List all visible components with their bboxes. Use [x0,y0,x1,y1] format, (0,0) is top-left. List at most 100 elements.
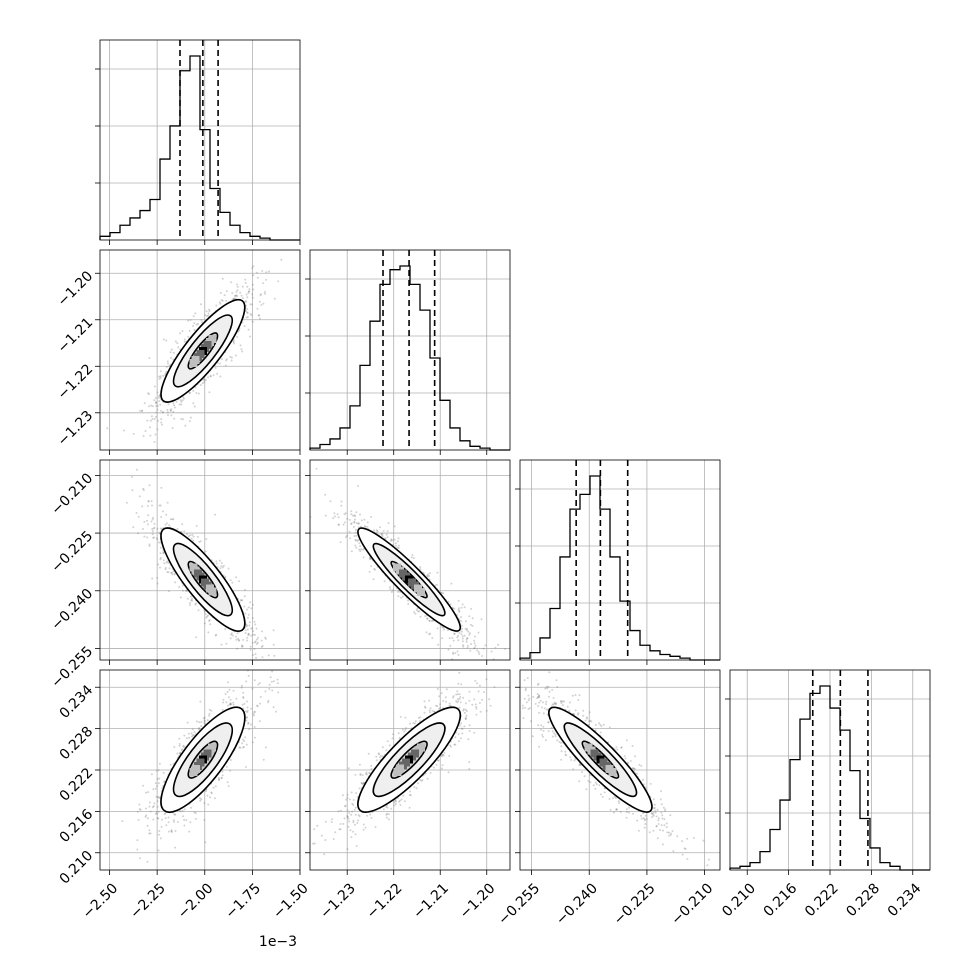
axes-frame [519,459,721,661]
scatter-point [505,674,507,676]
scatter-panel-3-0 [95,669,301,875]
scatter-point [407,603,410,605]
scatter-point [358,542,361,545]
scatter-point [180,531,183,533]
scatter-point [248,624,251,627]
scatter-point [194,312,197,315]
scatter-point [156,800,159,803]
scatter-point [175,400,178,403]
histogram-step [519,475,720,661]
scatter-point [142,528,144,530]
scatter-point [419,615,422,618]
scatter-point [356,540,359,542]
scatter-point [451,636,454,639]
scatter-point [466,637,469,640]
scatter-point [170,571,173,574]
scatter-point [262,282,265,285]
scatter-point [245,710,247,713]
scatter-point [146,824,149,827]
scatter-point [376,530,379,533]
scatter-point [171,573,174,576]
scatter-point [204,379,207,381]
scatter-point [164,523,167,526]
scatter-point [229,703,232,706]
scatter-point [375,529,378,532]
scatter-point [161,423,164,426]
scatter-point [199,799,202,802]
scatter-point [220,358,223,361]
scatter-point [477,651,480,653]
scatter-point [137,532,139,535]
scatter-point [207,312,210,315]
scatter-point [252,283,254,286]
scatter-point [170,831,173,833]
scatter-point [106,427,109,430]
hist-panel-3 [725,669,931,875]
scatter-point [216,566,219,568]
scatter-point [153,536,156,539]
scatter-point [155,415,157,418]
scatter-point [173,417,176,420]
scatter-point [178,403,181,406]
scatter-point [181,399,184,402]
scatter-point [246,639,249,642]
scatter-point [245,316,248,319]
scatter-point [139,857,142,860]
scatter-point [329,500,332,503]
scatter-point [336,513,339,516]
scatter-point [224,364,227,367]
scatter-point [181,523,184,526]
scatter-point [151,530,154,533]
scatter-point [467,630,470,633]
scatter-point [283,690,285,692]
scatter-point [272,643,275,646]
scatter-point [215,562,218,565]
scatter-point [160,486,163,489]
scatter-point [142,489,145,491]
scatter-point [222,564,225,567]
scatter-point [430,620,433,623]
scatter-point [227,567,230,570]
scatter-point [245,310,247,313]
scatter-point [235,294,238,297]
scatter-point [219,375,222,378]
scatter-point [195,392,198,394]
scatter-point [142,487,145,490]
scatter-point [180,403,183,406]
scatter-point [221,299,224,302]
scatter-point [243,595,246,598]
scatter-point [174,581,177,584]
scatter-point [384,537,387,540]
scatter-point [246,636,249,639]
scatter-point [353,521,356,524]
scatter-point [184,424,187,427]
scatter-point [267,654,270,657]
scatter-point [182,418,184,421]
scatter-point [166,411,169,414]
scatter-point [426,574,429,577]
scatter-point [362,548,365,551]
scatter-point [240,645,243,648]
scatter-point [458,607,460,610]
scatter-point [441,626,444,629]
scatter-point [225,358,228,361]
scatter-point [204,613,207,615]
scatter-point [200,725,203,728]
scatter-point [158,541,160,544]
scatter-point [231,581,234,584]
scatter-point [456,613,459,616]
scatter-point [490,671,492,673]
scatter-point [441,637,444,640]
scatter-point [357,484,360,487]
scatter-point [443,628,446,631]
scatter-point [249,303,252,306]
scatter-point [273,297,276,300]
scatter-point [146,419,149,422]
scatter-point [189,391,192,394]
scatter-point [187,732,190,735]
scatter-point [461,635,464,638]
scatter-point [252,712,255,715]
scatter-point [466,644,469,647]
scatter-point [350,523,352,526]
